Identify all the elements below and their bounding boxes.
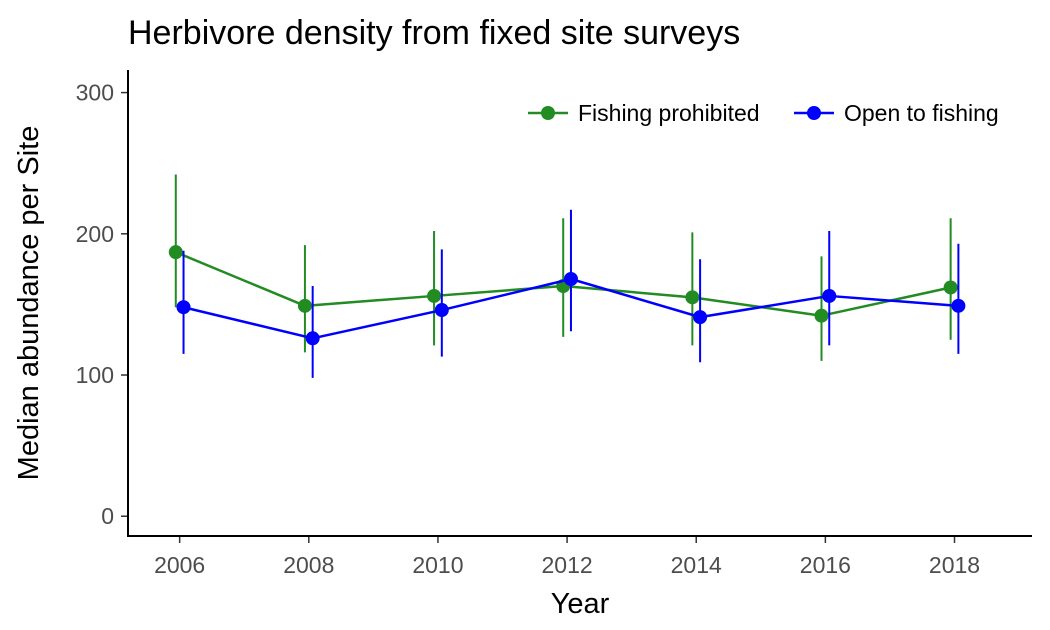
legend-key-point-open-to-fishing [807,106,821,120]
legend-label-open-to-fishing: Open to fishing [844,100,999,126]
y-tick-label: 0 [101,503,114,529]
legend: Fishing prohibited Open to fishing [528,100,999,126]
data-point [822,288,837,303]
x-tick-label: 2012 [541,552,592,578]
data-point [297,298,312,313]
x-axis-title: Year [551,588,610,620]
data-point [814,308,829,323]
data-point [427,288,442,303]
legend-key-point-fishing-prohibited [541,106,555,120]
y-axis-title: Median abundance per Site [13,126,45,481]
y-axis-ticks: 0 100 200 300 [76,80,128,529]
x-tick-label: 2016 [800,552,851,578]
data-point [563,271,578,286]
data-point [685,290,700,305]
y-tick-label: 100 [76,362,114,388]
data-point [434,303,449,318]
y-tick-label: 200 [76,221,114,247]
x-tick-label: 2018 [929,552,980,578]
data-point [168,245,183,260]
x-axis-ticks: 2006 2008 2010 2012 2014 2016 2018 [154,536,980,578]
x-tick-label: 2010 [412,552,463,578]
series-fishing-prohibited [168,174,958,361]
legend-label-fishing-prohibited: Fishing prohibited [578,100,760,126]
chart-title: Herbivore density from fixed site survey… [128,14,740,52]
data-point [693,310,708,325]
data-point [951,298,966,313]
plot-series [168,174,966,378]
series-open-to-fishing [176,209,966,378]
x-tick-label: 2006 [154,552,205,578]
data-point [176,300,191,315]
x-tick-label: 2008 [283,552,334,578]
data-point [305,331,320,346]
y-tick-label: 300 [76,80,114,106]
data-point [943,280,958,295]
x-tick-label: 2014 [671,552,722,578]
